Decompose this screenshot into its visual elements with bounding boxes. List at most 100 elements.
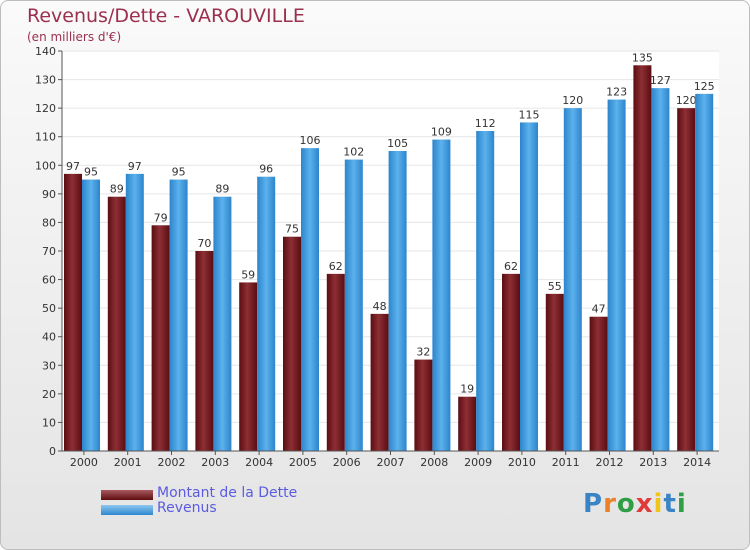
x-tick-label: 2002 [158,456,186,469]
y-tick-label: 110 [35,131,56,144]
x-tick-label: 2000 [70,456,98,469]
y-tick-label: 10 [42,416,56,429]
bar-revenus [607,99,626,452]
y-tick-label: 120 [35,102,56,115]
x-tick-label: 2013 [639,456,667,469]
x-tick-label: 2008 [420,456,448,469]
logo-letter: r [603,489,617,519]
bar-revenus [301,148,319,451]
x-tick-label: 2006 [333,456,361,469]
data-label-dette: 47 [592,303,606,316]
bar-revenus [169,179,188,452]
logo-letter: t [663,489,677,519]
data-label-dette: 62 [329,260,343,273]
bar-dette [239,282,258,451]
bar-dette [151,225,170,451]
data-label-revenus: 106 [300,134,321,147]
bar-dette [195,251,214,451]
legend-swatch-revenus [101,505,153,515]
x-tick-label: 2009 [464,456,492,469]
data-label-revenus: 120 [562,94,583,107]
x-tick-label: 2010 [508,456,536,469]
x-tick-label: 2007 [377,456,405,469]
y-tick-label: 70 [42,245,56,258]
chart-title: Revenus/Dette - VAROUVILLE [27,5,305,27]
y-tick-label: 130 [35,74,56,87]
data-label-dette: 32 [416,346,430,359]
data-label-dette: 135 [632,51,653,64]
y-tick-label: 20 [42,388,56,401]
bar-dette [458,396,477,451]
y-tick-label: 90 [42,188,56,201]
y-tick-label: 100 [35,159,56,172]
y-tick-label: 0 [49,445,56,458]
logo-letter: i [676,489,687,519]
data-label-revenus: 95 [84,166,98,179]
data-label-revenus: 112 [475,117,496,130]
data-label-revenus: 123 [606,86,627,99]
bar-dette [64,173,82,451]
bar-dette [502,273,520,451]
bar-dette [283,236,301,451]
bar-revenus [344,159,363,452]
bar-revenus [695,93,714,451]
legend-label-revenus: Revenus [157,500,217,516]
y-tick-label: 40 [42,331,56,344]
data-label-revenus: 102 [343,146,364,159]
bar-dette [633,65,652,452]
data-label-dette: 19 [460,383,474,396]
y-tick-label: 80 [42,216,56,229]
x-tick-label: 2005 [289,456,317,469]
bar-dette [414,359,433,451]
bar-revenus [125,173,144,451]
data-label-dette: 120 [676,94,697,107]
data-label-dette: 70 [197,237,211,250]
data-label-dette: 75 [285,223,299,236]
legend-label-dette: Montant de la Dette [157,485,298,501]
bar-dette [370,313,389,451]
bar-revenus [476,131,495,451]
data-label-revenus: 97 [128,160,142,173]
bar-revenus [563,108,582,452]
data-label-dette: 97 [66,160,80,173]
bar-dette [107,196,126,451]
bar-revenus [388,151,407,451]
x-tick-label: 2012 [596,456,624,469]
data-label-revenus: 105 [387,137,408,150]
y-tick-label: 60 [42,274,56,287]
proxiti-logo: Proxiti [583,489,687,519]
x-tick-label: 2001 [114,456,142,469]
bar-revenus [213,196,232,451]
data-label-dette: 62 [504,260,518,273]
logo-letter: o [616,489,636,519]
x-tick-label: 2014 [683,456,711,469]
data-label-revenus: 96 [259,163,273,176]
data-label-revenus: 127 [650,74,671,87]
data-label-dette: 59 [241,268,255,281]
y-tick-label: 30 [42,359,56,372]
bar-revenus [432,139,451,452]
x-tick-label: 2003 [201,456,229,469]
bar-revenus [82,179,100,452]
x-tick-label: 2004 [245,456,273,469]
bar-dette [545,293,564,451]
data-label-revenus: 115 [519,108,540,121]
bar-dette [677,108,696,452]
logo-letter: P [583,489,604,519]
data-label-dette: 55 [548,280,562,293]
x-tick-label: 2011 [552,456,580,469]
data-label-revenus: 125 [694,80,715,93]
data-label-revenus: 89 [215,183,229,196]
data-label-revenus: 109 [431,126,452,139]
y-tick-label: 50 [42,302,56,315]
data-label-dette: 48 [373,300,387,313]
bar-dette [589,316,608,451]
bar-revenus [257,176,276,451]
data-label-dette: 79 [154,211,168,224]
data-label-revenus: 95 [172,166,186,179]
y-tick-label: 140 [35,45,56,58]
bar-revenus [520,122,538,451]
bar-revenus [651,88,670,452]
